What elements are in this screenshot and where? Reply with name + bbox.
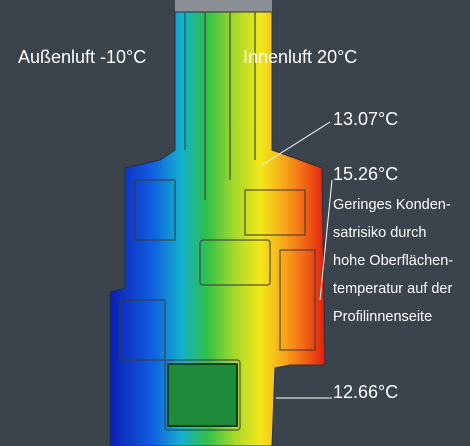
temperature-label: 15.26°C: [333, 164, 398, 184]
temperature-label: 13.07°C: [333, 109, 398, 129]
thermal-diagram: Außenluft -10°C Innenluft 20°C 13.07°C 1…: [0, 0, 470, 446]
note-line: hohe Oberflächen-: [333, 253, 453, 269]
outside-label: Außenluft -10°C: [18, 47, 146, 67]
glass-edge: [175, 0, 272, 12]
inside-label: Innenluft 20°C: [243, 47, 357, 67]
note-line: temperatur auf der: [333, 281, 452, 297]
temperature-label: 12.66°C: [333, 382, 398, 402]
note-line: Profilinnenseite: [333, 309, 432, 325]
steel-reinforcement: [168, 364, 237, 426]
note-line: Geringes Konden-: [333, 197, 451, 213]
note-line: satrisiko durch: [333, 225, 426, 241]
